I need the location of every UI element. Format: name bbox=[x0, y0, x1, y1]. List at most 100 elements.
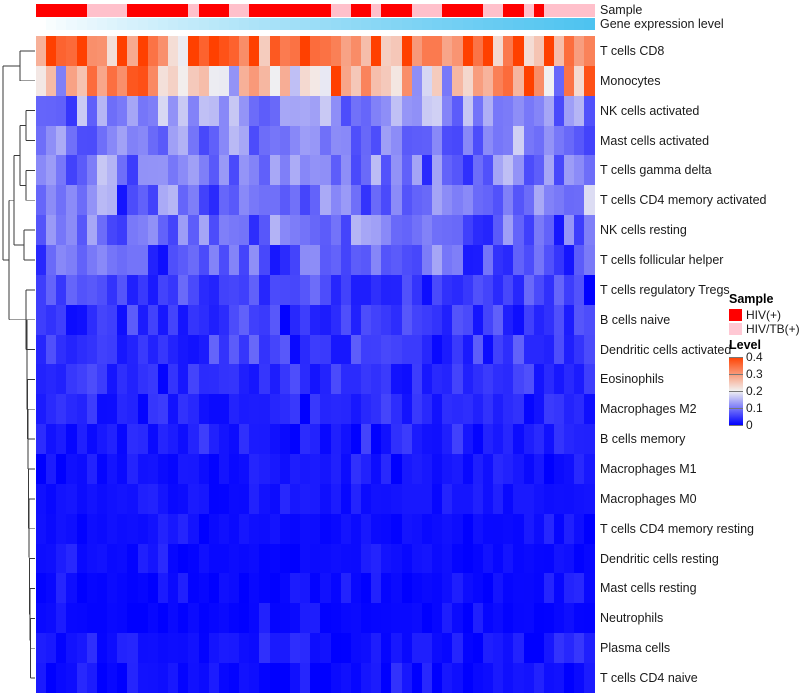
heatmap-cell bbox=[249, 245, 260, 275]
heatmap-cell bbox=[391, 394, 402, 425]
heatmap-cell bbox=[543, 364, 554, 395]
heatmap-cell bbox=[117, 663, 128, 693]
heatmap-cell bbox=[198, 573, 209, 604]
sample-annotation-cell bbox=[391, 4, 402, 17]
heatmap-cell bbox=[381, 573, 392, 604]
heatmap-cell bbox=[452, 215, 463, 246]
sample-annotation-cell bbox=[442, 4, 453, 17]
heatmap-cell bbox=[523, 573, 534, 604]
sample-legend-title: Sample bbox=[729, 292, 774, 306]
heatmap-cell bbox=[513, 364, 524, 395]
heatmap-cell bbox=[320, 483, 331, 514]
gene-expression-annotation-cell bbox=[330, 18, 341, 30]
colorbar-tick-label: 0.4 bbox=[746, 350, 763, 364]
heatmap-cell bbox=[584, 215, 595, 246]
heatmap-cell bbox=[36, 36, 47, 66]
heatmap-cell bbox=[523, 603, 534, 634]
sample-annotation-cell bbox=[107, 4, 118, 17]
gene-expression-annotation-cell bbox=[178, 18, 189, 30]
heatmap-cell bbox=[442, 513, 453, 544]
heatmap-cell bbox=[269, 95, 280, 126]
heatmap-cell bbox=[391, 364, 402, 395]
heatmap-cell bbox=[208, 364, 219, 395]
heatmap-cell bbox=[391, 185, 402, 216]
gene-expression-annotation-cell bbox=[228, 18, 240, 30]
heatmap-cell bbox=[361, 483, 372, 514]
heatmap-cell bbox=[218, 245, 229, 275]
heatmap-cell bbox=[340, 454, 351, 484]
heatmap-cell bbox=[503, 633, 514, 664]
heatmap-cell bbox=[493, 304, 504, 335]
heatmap-cell bbox=[401, 603, 412, 634]
heatmap-cell bbox=[371, 334, 382, 365]
heatmap-cell bbox=[421, 454, 433, 484]
row-label: Dendritic cells resting bbox=[600, 551, 719, 566]
heatmap-cell bbox=[289, 334, 301, 365]
heatmap-cell bbox=[46, 274, 57, 305]
heatmap-cell bbox=[442, 424, 453, 455]
heatmap-cell bbox=[208, 334, 219, 365]
heatmap-cell bbox=[228, 36, 240, 66]
heatmap-cell bbox=[533, 573, 544, 604]
heatmap-cell bbox=[56, 633, 67, 664]
legend-label-hiv: HIV(+) bbox=[746, 307, 782, 322]
heatmap-cell bbox=[482, 424, 494, 455]
heatmap-cell bbox=[147, 573, 158, 604]
heatmap-cell bbox=[411, 215, 422, 246]
heatmap-cell bbox=[381, 454, 392, 484]
heatmap-cell bbox=[289, 364, 301, 395]
heatmap-cell bbox=[147, 125, 158, 156]
heatmap-row bbox=[36, 633, 595, 664]
heatmap-cell bbox=[543, 424, 554, 455]
heatmap-cell bbox=[330, 364, 341, 395]
heatmap-cell bbox=[259, 454, 270, 484]
heatmap-cell bbox=[452, 483, 463, 514]
heatmap-cell bbox=[279, 36, 290, 66]
heatmap-cell bbox=[117, 125, 128, 156]
heatmap-cell bbox=[523, 125, 534, 156]
heatmap-cell bbox=[66, 36, 77, 66]
heatmap-cell bbox=[157, 633, 169, 664]
heatmap-cell bbox=[584, 454, 595, 484]
heatmap-cell bbox=[76, 125, 87, 156]
heatmap-cell bbox=[239, 155, 250, 186]
heatmap-cell bbox=[320, 663, 331, 693]
heatmap-cell bbox=[289, 245, 301, 275]
heatmap-cell bbox=[523, 274, 534, 305]
heatmap-cell bbox=[198, 603, 209, 634]
heatmap-cell bbox=[269, 65, 280, 96]
heatmap-cell bbox=[86, 125, 97, 156]
heatmap-cell bbox=[239, 573, 250, 604]
heatmap-cell bbox=[228, 65, 240, 96]
heatmap-cell bbox=[269, 663, 280, 693]
heatmap-cell bbox=[391, 633, 402, 664]
heatmap-cell bbox=[198, 454, 209, 484]
heatmap-cell bbox=[462, 125, 473, 156]
heatmap-cell bbox=[371, 245, 382, 275]
row-label-column: T cells CD8 Monocytes NK cells activated Ma… bbox=[600, 36, 800, 693]
heatmap-cell bbox=[513, 483, 524, 514]
heatmap-cell bbox=[279, 155, 290, 186]
heatmap-cell bbox=[198, 65, 209, 96]
heatmap-cell bbox=[228, 274, 240, 305]
heatmap-cell bbox=[86, 95, 97, 126]
heatmap-cell bbox=[472, 424, 483, 455]
heatmap-cell bbox=[452, 334, 463, 365]
sample-annotation-cell bbox=[381, 4, 392, 17]
heatmap-cell bbox=[157, 304, 169, 335]
heatmap-cell bbox=[310, 603, 321, 634]
heatmap-cell bbox=[300, 394, 311, 425]
sample-annotation-cell bbox=[86, 4, 97, 17]
heatmap-cell bbox=[371, 125, 382, 156]
gene-expression-annotation-cell bbox=[300, 18, 311, 30]
heatmap-cell bbox=[289, 573, 301, 604]
heatmap-cell bbox=[289, 543, 301, 574]
heatmap-cell bbox=[269, 274, 280, 305]
heatmap-cell bbox=[472, 394, 483, 425]
heatmap-cell bbox=[340, 274, 351, 305]
gene-expression-annotation-cell bbox=[76, 18, 87, 30]
heatmap-cell bbox=[513, 334, 524, 365]
heatmap-cell bbox=[543, 483, 554, 514]
heatmap-cell bbox=[239, 95, 250, 126]
heatmap-cell bbox=[523, 245, 534, 275]
